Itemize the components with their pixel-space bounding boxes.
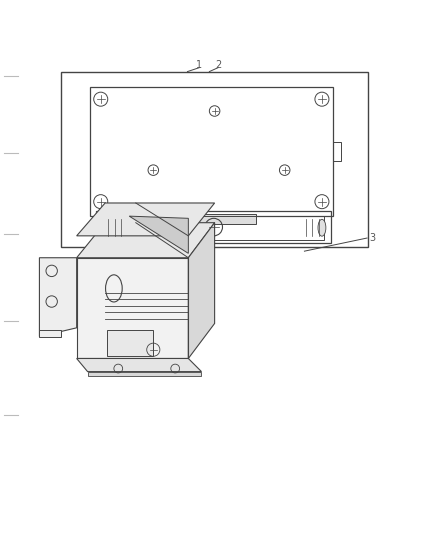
Text: 1: 1 [196, 60, 202, 70]
Polygon shape [39, 330, 61, 336]
Polygon shape [129, 216, 188, 253]
Ellipse shape [318, 219, 326, 236]
Bar [136, 214, 256, 223]
Bar [61, 71, 368, 247]
Bar [90, 87, 333, 216]
Polygon shape [77, 258, 188, 359]
Polygon shape [39, 258, 77, 336]
Polygon shape [77, 223, 215, 258]
Bar [103, 216, 324, 240]
Ellipse shape [101, 219, 109, 236]
Polygon shape [77, 359, 201, 372]
Text: 3: 3 [369, 233, 375, 243]
Bar [96, 211, 331, 243]
Text: 2: 2 [215, 60, 221, 70]
Polygon shape [77, 203, 215, 236]
Polygon shape [188, 223, 215, 359]
Polygon shape [88, 372, 201, 376]
Bar [333, 142, 341, 161]
Polygon shape [107, 330, 153, 356]
